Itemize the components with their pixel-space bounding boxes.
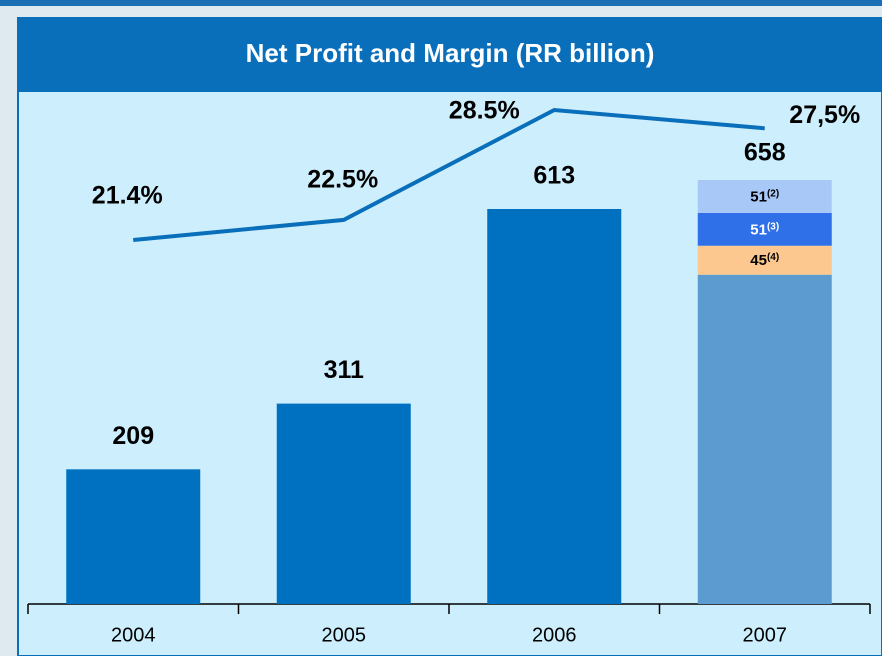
bar	[697, 212, 832, 246]
segment-label: 51(3)	[750, 221, 779, 238]
margin-label: 22.5%	[307, 165, 378, 193]
segment-label: 45(4)	[750, 252, 779, 269]
margin-line	[133, 107, 765, 242]
data-label: 311	[324, 356, 364, 384]
total-label: 658	[744, 139, 786, 167]
segment-label: 51(2)	[750, 188, 779, 205]
bar	[276, 403, 411, 604]
x-tick-label: 2004	[111, 624, 156, 646]
segment-value: 51	[750, 221, 767, 238]
segment-note: (3)	[767, 221, 779, 232]
x-tick-label: 2007	[743, 624, 788, 646]
header	[18, 18, 882, 92]
bar	[487, 208, 622, 605]
segment-note: (2)	[767, 188, 779, 199]
bar	[66, 469, 201, 604]
x-tick-label: 2006	[532, 624, 577, 646]
top-stripe	[0, 0, 882, 6]
x-tick-label: 2005	[322, 624, 367, 646]
bar	[697, 180, 832, 213]
chart-title: Net Profit and Margin (RR billion)	[246, 38, 655, 68]
margin-label: 21.4%	[92, 182, 163, 210]
segment-value: 45	[750, 252, 767, 269]
bar	[697, 274, 832, 604]
margin-label: 28.5%	[449, 97, 520, 125]
bar	[697, 245, 832, 275]
segment-note: (4)	[767, 252, 779, 263]
margin-label: 27,5%	[789, 101, 860, 129]
data-label: 209	[112, 422, 154, 450]
data-label: 613	[533, 162, 575, 190]
segment-value: 51	[750, 188, 767, 205]
